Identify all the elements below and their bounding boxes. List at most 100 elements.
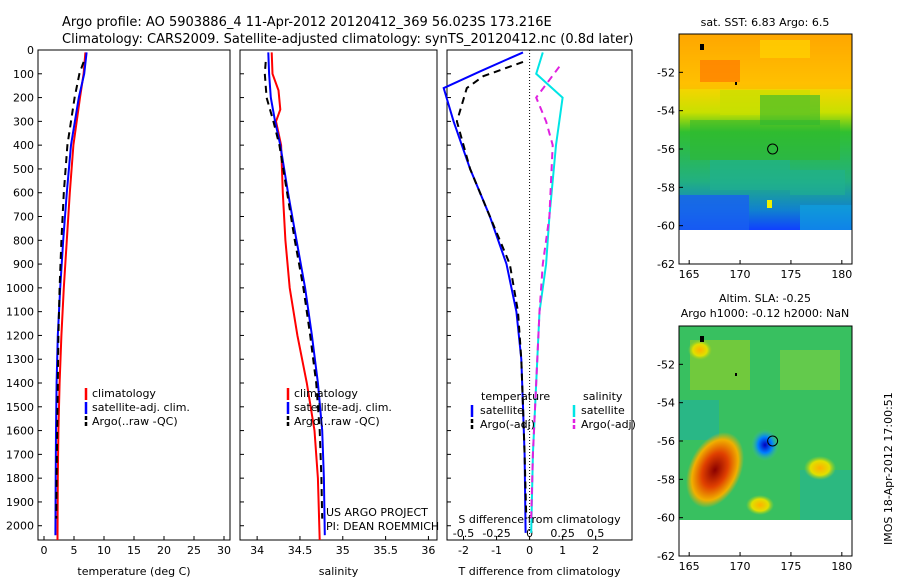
legend-entry: Argo(..raw -QC) xyxy=(294,415,380,428)
legend-entry: satellite-adj. clim. xyxy=(294,401,392,414)
header-line-2: Climatology: CARS2009. Satellite-adjuste… xyxy=(62,32,634,47)
x-tick-label: 34.5 xyxy=(288,544,313,557)
depth-tick-label: 1600 xyxy=(6,425,34,438)
depth-tick-label: 700 xyxy=(13,211,34,224)
x-tick-label: 1 xyxy=(559,544,566,557)
map-y-tick-label: -60 xyxy=(657,220,675,233)
map-y-tick-label: -56 xyxy=(657,435,675,448)
x-tick-label: 0 xyxy=(526,544,533,557)
depth-tick-label: 1000 xyxy=(6,282,34,295)
map-y-tick-label: -62 xyxy=(657,258,675,271)
map-y-tick-label: -54 xyxy=(657,397,675,410)
map-x-tick-label: 180 xyxy=(831,268,852,281)
x-tick-label: 10 xyxy=(97,544,111,557)
depth-tick-label: 900 xyxy=(13,258,34,271)
header-line-1: Argo profile: AO 5903886_4 11-Apr-2012 2… xyxy=(62,15,552,30)
legend-title-right: salinity xyxy=(583,390,623,403)
series-line-3 xyxy=(530,66,561,519)
depth-tick-label: 1200 xyxy=(6,329,34,342)
x-tick-label: -2 xyxy=(458,544,469,557)
x-tick-label: 2 xyxy=(592,544,599,557)
series-line-1 xyxy=(267,52,326,536)
depth-tick-label: 100 xyxy=(13,68,34,81)
x-tick-label: 0 xyxy=(41,544,48,557)
x-tick-label: 36 xyxy=(421,544,435,557)
map-x-tick-label: 170 xyxy=(730,560,751,573)
argo-position-marker xyxy=(767,435,779,447)
sla-map-title: Altim. SLA: -0.25 xyxy=(719,292,811,305)
series-line-1 xyxy=(54,52,88,536)
map-x-tick-label: 170 xyxy=(730,268,751,281)
series-line-0 xyxy=(270,52,321,541)
series-line-2 xyxy=(263,61,324,519)
top-tick-label: 0 xyxy=(526,527,533,540)
legend-entry: climatology xyxy=(294,387,358,400)
depth-tick-label: 500 xyxy=(13,163,34,176)
plot-frame xyxy=(37,49,231,541)
sst-map-panel: sat. SST: 6.83 Argo: 6.5 165 170 175 180 -52… xyxy=(657,16,853,281)
legend-title-left: temperature xyxy=(481,390,550,403)
legend-entry: satellite-adj. clim. xyxy=(92,401,190,414)
depth-tick-label: 1700 xyxy=(6,448,34,461)
x-tick-label: -1 xyxy=(491,544,502,557)
map-x-tick-label: 175 xyxy=(780,560,801,573)
x-tick-label: 35 xyxy=(336,544,350,557)
legend-entry: Argo(..raw -QC) xyxy=(92,415,178,428)
depth-tick-label: 200 xyxy=(13,92,34,105)
depth-tick-label: 0 xyxy=(27,44,34,57)
difference-panel: -2 -1 0 1 2 T difference from climatology S di… xyxy=(442,49,636,578)
depth-tick-label: 1800 xyxy=(6,472,34,485)
map-y-tick-label: -52 xyxy=(657,66,675,79)
map-y-tick-label: -56 xyxy=(657,143,675,156)
sla-map-subtitle: Argo h1000: -0.12 h2000: NaN xyxy=(681,307,850,320)
timestamp-stamp: IMOS 18-Apr-2012 17:00:51 xyxy=(882,392,895,545)
sla-heatmap xyxy=(679,326,852,520)
map-x-tick-label: 180 xyxy=(831,560,852,573)
map-x-tick-label: 165 xyxy=(679,560,700,573)
sla-map-axes: 165 170 175 180 -52 -54 -56 -58 -60 -62 xyxy=(657,325,853,573)
map-y-tick-label: -54 xyxy=(657,105,675,118)
plot-frame xyxy=(446,49,633,541)
series-line-2 xyxy=(55,61,85,519)
x-axis-label: T difference from climatology xyxy=(458,565,621,578)
depth-tick-label: 1500 xyxy=(6,401,34,414)
sst-map-title: sat. SST: 6.83 Argo: 6.5 xyxy=(701,16,830,29)
x-axis-label: salinity xyxy=(319,565,359,578)
depth-tick-label: 1300 xyxy=(6,353,34,366)
depth-tick-label: 400 xyxy=(13,139,34,152)
x-axis-label: temperature (deg C) xyxy=(77,565,190,578)
sst-heatmap xyxy=(679,34,852,230)
depth-tick-label: 300 xyxy=(13,115,34,128)
sst-map-axes: 165 170 175 180 -52 -54 -56 -58 -60 -62 xyxy=(657,33,853,281)
x-tick-label: 15 xyxy=(127,544,141,557)
series-line-1 xyxy=(455,60,528,519)
top-tick-label: -0.25 xyxy=(482,527,510,540)
salinity-panel: 34 34.5 35 35.5 36 salinity climatologysatelli… xyxy=(239,49,438,578)
map-x-tick-label: 165 xyxy=(679,268,700,281)
x-tick-label: 25 xyxy=(187,544,201,557)
sla-map-panel: Altim. SLA: -0.25 Argo h1000: -0.12 h200… xyxy=(657,292,853,573)
depth-tick-label: 1900 xyxy=(6,496,34,509)
top-tick-label: 0.5 xyxy=(587,527,605,540)
argo-position-marker xyxy=(767,143,779,155)
top-tick-label: 0.25 xyxy=(550,527,575,540)
depth-tick-label: 800 xyxy=(13,234,34,247)
temperature-panel: 0 5 10 15 20 25 300100200300400500600700800900… xyxy=(6,44,231,578)
depth-tick-label: 1400 xyxy=(6,377,34,390)
top-axis-label: S difference from climatology xyxy=(458,513,621,526)
map-y-tick-label: -58 xyxy=(657,181,675,194)
legend-entry: satellite xyxy=(581,404,625,417)
legend-entry: satellite xyxy=(480,404,524,417)
legend-entry: climatology xyxy=(92,387,156,400)
credit-pi: PI: DEAN ROEMMICH xyxy=(326,520,439,533)
x-tick-label: 5 xyxy=(71,544,78,557)
depth-tick-label: 600 xyxy=(13,187,34,200)
map-y-tick-label: -58 xyxy=(657,473,675,486)
x-tick-label: 20 xyxy=(157,544,171,557)
legend-entry: Argo(-adj) xyxy=(480,418,535,431)
depth-tick-label: 2000 xyxy=(6,520,34,533)
x-tick-label: 35.5 xyxy=(373,544,398,557)
x-tick-label: 30 xyxy=(217,544,231,557)
plot-frame xyxy=(239,49,438,541)
